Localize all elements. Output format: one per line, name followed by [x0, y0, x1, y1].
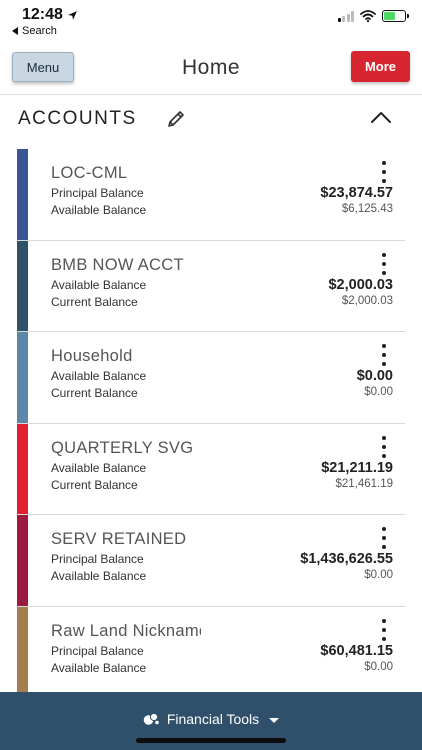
balance-label: Available Balance — [51, 203, 147, 217]
account-color-bar — [17, 423, 28, 514]
home-indicator — [136, 738, 286, 743]
balance-value: $0.00 — [364, 569, 393, 581]
account-card[interactable]: BMB NOW ACCT Available Balance Current B… — [17, 240, 405, 332]
account-card[interactable]: QUARTERLY SVG Available Balance Current … — [17, 423, 405, 515]
account-name: QUARTERLY SVG — [51, 438, 194, 457]
financial-tools-button[interactable]: Financial Tools — [0, 711, 422, 727]
chevron-up-icon[interactable] — [370, 110, 392, 124]
balance-label: Available Balance — [51, 569, 147, 583]
app-header: Menu Home More — [0, 40, 422, 95]
back-triangle-icon — [12, 27, 18, 35]
balance-value: $2,000.03 — [341, 294, 393, 307]
accounts-section-header: ACCOUNTS — [0, 96, 422, 144]
kebab-menu-icon[interactable] — [380, 435, 388, 458]
account-card[interactable]: Household Available Balance Current Bala… — [17, 332, 405, 424]
account-card[interactable]: Raw Land Nickname Principal Balance Avai… — [17, 606, 405, 698]
balance-value: $0.00 — [364, 386, 393, 398]
kebab-menu-icon[interactable] — [380, 161, 388, 183]
account-name: SERV RETAINED — [51, 530, 187, 548]
balance-label: Principal Balance — [51, 552, 144, 566]
status-bar: 12:48 Search — [0, 0, 422, 40]
financial-tools-label: Financial Tools — [166, 711, 260, 727]
section-title: ACCOUNTS — [18, 108, 137, 129]
balance-label: Current Balance — [51, 386, 138, 400]
balance-label: Principal Balance — [51, 643, 144, 658]
balance-label: Current Balance — [51, 477, 138, 492]
pencil-icon[interactable] — [165, 108, 187, 130]
balance-label: Principal Balance — [51, 186, 144, 200]
menu-button[interactable]: Menu — [12, 52, 74, 82]
balance-value: $0.00 — [364, 660, 393, 673]
balance-value: $21,461.19 — [335, 477, 393, 490]
account-name: LOC-CML — [51, 164, 128, 182]
kebab-menu-icon[interactable] — [380, 344, 388, 366]
balance-value: $60,481.15 — [320, 642, 393, 659]
balance-value: $21,211.19 — [321, 459, 393, 476]
balance-value: $2,000.03 — [328, 276, 393, 293]
balance-value: $0.00 — [356, 368, 393, 384]
balance-value: $6,125.43 — [341, 203, 393, 215]
page-title: Home — [181, 56, 241, 79]
back-to-search-link[interactable]: Search — [12, 25, 57, 37]
balance-value: $1,436,626.55 — [300, 551, 393, 567]
account-color-bar — [17, 332, 28, 423]
balance-label: Available Balance — [51, 369, 147, 383]
account-color-bar — [17, 606, 28, 697]
account-name: BMB NOW ACCT — [51, 255, 184, 274]
coins-icon — [143, 712, 160, 726]
status-time: 12:48 — [22, 6, 78, 24]
balance-label: Available Balance — [51, 460, 147, 475]
accounts-list: LOC-CML Principal Balance Available Bala… — [17, 149, 405, 698]
account-color-bar — [17, 149, 28, 240]
footer-bar: Financial Tools — [0, 692, 422, 750]
account-name: Raw Land Nickname — [51, 621, 201, 640]
status-icons — [337, 10, 409, 22]
more-button[interactable]: More — [351, 51, 410, 82]
location-arrow-icon — [68, 10, 77, 20]
balance-label: Current Balance — [51, 294, 138, 309]
status-time-text: 12:48 — [22, 6, 63, 23]
battery-icon — [382, 10, 409, 22]
kebab-menu-icon[interactable] — [380, 618, 388, 641]
cellular-signal-icon — [337, 10, 354, 22]
back-label: Search — [22, 25, 57, 37]
account-name: Household — [51, 347, 133, 365]
kebab-menu-icon[interactable] — [380, 252, 388, 275]
balance-value: $23,874.57 — [320, 185, 393, 201]
account-color-bar — [17, 240, 28, 331]
kebab-menu-icon[interactable] — [380, 527, 388, 549]
account-card[interactable]: SERV RETAINED Principal Balance Availabl… — [17, 515, 405, 607]
balance-label: Available Balance — [51, 277, 147, 292]
balance-label: Available Balance — [51, 660, 147, 675]
caret-down-icon — [269, 717, 280, 723]
account-color-bar — [17, 515, 28, 606]
wifi-icon — [360, 10, 376, 22]
account-card[interactable]: LOC-CML Principal Balance Available Bala… — [17, 149, 405, 241]
